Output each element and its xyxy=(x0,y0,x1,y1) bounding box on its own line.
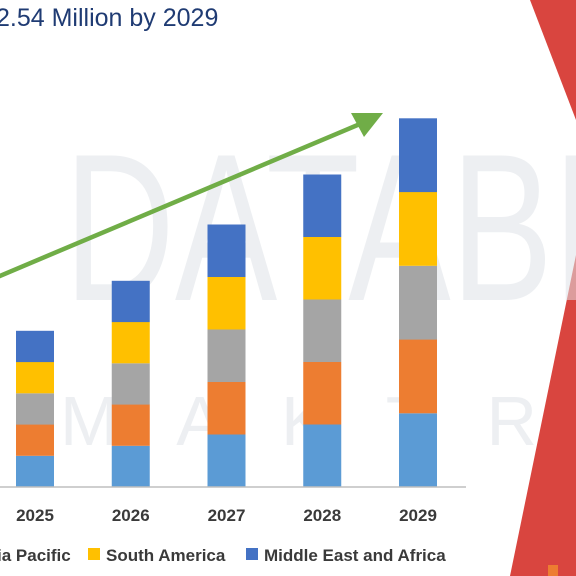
red-decor-band-lower xyxy=(510,255,576,576)
x-tick-label: 2025 xyxy=(16,506,54,525)
legend-label: South America xyxy=(106,546,226,565)
x-tick-label: 2026 xyxy=(112,506,150,525)
legend: ia Pacific South America Middle East and A… xyxy=(0,546,446,565)
bar-segment-2027-s4 xyxy=(207,224,246,277)
x-tick-label: 2027 xyxy=(208,506,246,525)
bar-segment-2027-s1 xyxy=(207,382,246,435)
bar-segment-2029-s1 xyxy=(399,339,437,414)
legend-swatch xyxy=(246,548,258,560)
bar-segment-2025-s2 xyxy=(16,393,54,425)
trend-arrow-line xyxy=(0,121,363,279)
bar-segment-2028-s4 xyxy=(303,174,342,237)
x-tick-label: 2028 xyxy=(303,506,341,525)
x-tick-label: 2029 xyxy=(399,506,437,525)
chart-subtitle: 2.54 Million by 2029 xyxy=(0,4,219,32)
bar-segment-2029-s4 xyxy=(399,118,437,193)
red-decor-band xyxy=(530,0,576,120)
bar-segment-2028-s2 xyxy=(303,299,342,362)
trend-arrow-head xyxy=(351,113,383,137)
bar-segment-2028-s1 xyxy=(303,362,342,425)
legend-label: ia Pacific xyxy=(0,546,71,565)
bar-segment-2029-s3 xyxy=(399,192,437,266)
bar-segment-2026-s0 xyxy=(111,445,150,488)
legend-label: Middle East and Africa xyxy=(264,546,446,565)
legend-swatch xyxy=(88,548,100,560)
bar-segment-2027-s2 xyxy=(207,329,246,382)
bar-segment-2026-s4 xyxy=(111,280,150,323)
bar-segment-2028-s0 xyxy=(303,424,342,487)
orange-decor-square xyxy=(548,565,558,576)
bar-segment-2025-s0 xyxy=(16,455,54,488)
bar-segment-2027-s3 xyxy=(207,277,246,330)
bar-segment-2028-s3 xyxy=(303,237,342,300)
bar-segment-2027-s0 xyxy=(207,434,246,487)
bars-group xyxy=(16,118,437,488)
x-tick-labels: 2025 2026 2027 2028 2029 xyxy=(16,506,437,525)
bar-segment-2026-s2 xyxy=(111,363,150,405)
bar-segment-2026-s3 xyxy=(111,322,150,364)
bar-segment-2025-s3 xyxy=(16,362,54,394)
bar-segment-2026-s1 xyxy=(111,404,150,446)
bar-segment-2025-s4 xyxy=(16,330,54,363)
bar-segment-2029-s2 xyxy=(399,265,437,340)
bar-segment-2029-s0 xyxy=(399,413,437,488)
bar-segment-2025-s1 xyxy=(16,424,54,456)
